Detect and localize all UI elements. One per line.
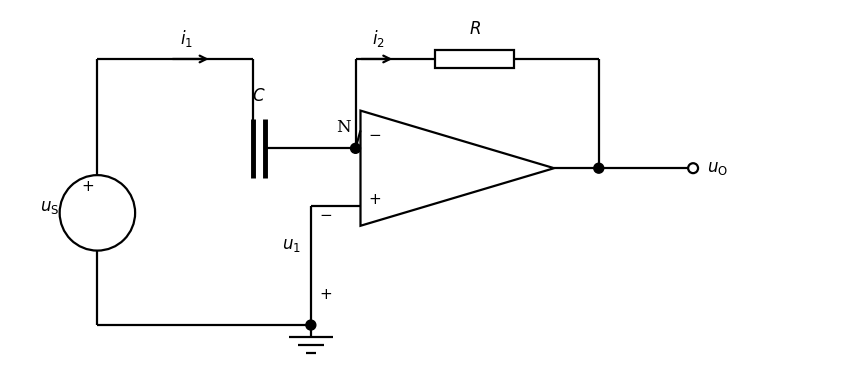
Text: $+$: $+$ (81, 180, 94, 194)
Text: $C$: $C$ (252, 88, 266, 105)
Text: $+$: $+$ (368, 193, 381, 207)
Text: N: N (336, 120, 351, 137)
Text: $+$: $+$ (319, 288, 332, 302)
Text: $u_{\rm S}$: $u_{\rm S}$ (40, 199, 59, 217)
Circle shape (306, 320, 316, 330)
Text: $i_2$: $i_2$ (372, 28, 384, 49)
Text: $u_1$: $u_1$ (282, 237, 301, 254)
Text: $u_{\rm O}$: $u_{\rm O}$ (707, 160, 728, 177)
Circle shape (594, 163, 604, 173)
Circle shape (688, 163, 698, 173)
Text: $i_1$: $i_1$ (180, 28, 193, 49)
Text: $R$: $R$ (468, 21, 480, 38)
Text: $-$: $-$ (368, 127, 381, 142)
Circle shape (351, 143, 360, 153)
Text: $-$: $-$ (319, 207, 332, 221)
Bar (435, 50, 515, 68)
